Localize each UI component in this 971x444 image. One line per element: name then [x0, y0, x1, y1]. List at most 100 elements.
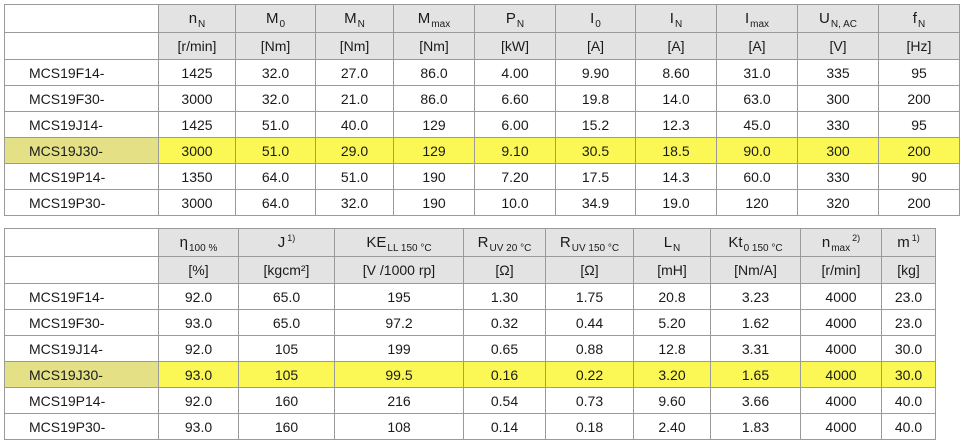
header-unit: [%] — [158, 256, 239, 284]
header-cell: η100 % — [158, 228, 239, 257]
header-cell: Kt0 150 °C — [710, 228, 801, 257]
table-cell: 190 — [393, 163, 475, 190]
corner-cell — [4, 256, 159, 284]
header-symbol: I — [590, 10, 595, 27]
table-row-highlighted: MCS19J30- 93.0 105 99.5 0.16 0.22 3.20 1… — [4, 361, 936, 388]
header-unit: [r/min] — [158, 32, 236, 60]
header-subscript: 0 — [279, 19, 286, 30]
table-cell: 51.0 — [315, 163, 394, 190]
table-cell: 30.5 — [555, 137, 636, 164]
table-cell: 1425 — [158, 111, 236, 138]
table-cell: 15.2 — [555, 111, 636, 138]
table-cell: 93.0 — [158, 309, 239, 336]
table-cell: 129 — [393, 111, 475, 138]
header-cell: J 1) — [238, 228, 335, 257]
header-unit: [kg] — [881, 256, 936, 284]
table-cell: 40.0 — [881, 413, 936, 440]
header-footnote: 2) — [852, 233, 861, 243]
header-unit-row: [r/min] [Nm] [Nm] [Nm] [kW] [A] [A] [A] … — [4, 32, 960, 60]
table-cell: 300 — [797, 85, 879, 112]
table-cell: 90 — [878, 163, 960, 190]
header-symbol: J — [277, 234, 286, 251]
row-label: MCS19F30- — [4, 309, 159, 336]
header-cell: IN — [635, 4, 717, 33]
table-cell: 1.83 — [710, 413, 801, 440]
row-label: MCS19J14- — [4, 111, 159, 138]
table-cell: 199 — [334, 335, 464, 362]
table-cell: 51.0 — [235, 137, 316, 164]
row-label: MCS19P14- — [4, 163, 159, 190]
table-cell: 40.0 — [315, 111, 394, 138]
table-cell: 17.5 — [555, 163, 636, 190]
table-cell: 99.5 — [334, 361, 464, 388]
header-symbol: R — [477, 234, 489, 251]
table-cell: 3000 — [158, 137, 236, 164]
table-cell: 32.0 — [235, 85, 316, 112]
header-unit: [V /1000 rp] — [334, 256, 464, 284]
row-label: MCS19P14- — [4, 387, 159, 414]
row-label: MCS19F14- — [4, 283, 159, 310]
table-cell: 45.0 — [716, 111, 798, 138]
table-row: MCS19F30- 3000 32.0 21.0 86.0 6.60 19.8 … — [4, 85, 960, 112]
table-cell: 9.60 — [633, 387, 711, 414]
table-cell: 105 — [238, 361, 335, 388]
table-cell: 200 — [878, 189, 960, 216]
header-cell: RUV 150 °C — [545, 228, 634, 257]
table-cell: 14.3 — [635, 163, 717, 190]
table-cell: 0.14 — [463, 413, 546, 440]
corner-cell — [4, 4, 159, 33]
header-cell: LN — [633, 228, 711, 257]
table-row: MCS19P30- 93.0 160 108 0.14 0.18 2.40 1.… — [4, 413, 936, 440]
table-row: MCS19J14- 92.0 105 199 0.65 0.88 12.8 3.… — [4, 335, 936, 362]
table-cell: 0.73 — [545, 387, 634, 414]
table-cell: 93.0 — [158, 413, 239, 440]
table-cell: 1350 — [158, 163, 236, 190]
table-cell: 4000 — [800, 413, 882, 440]
header-subscript: 0 150 °C — [743, 243, 783, 254]
table-cell: 3.23 — [710, 283, 801, 310]
table-cell: 4000 — [800, 309, 882, 336]
header-cell: Imax — [716, 4, 798, 33]
header-footnote: 1) — [287, 233, 296, 243]
table-cell: 190 — [393, 189, 475, 216]
table-row: MCS19F14- 92.0 65.0 195 1.30 1.75 20.8 3… — [4, 283, 936, 310]
row-label: MCS19J14- — [4, 335, 159, 362]
table-cell: 6.60 — [474, 85, 556, 112]
table-cell: 32.0 — [315, 189, 394, 216]
table-cell: 93.0 — [158, 361, 239, 388]
table-cell: 10.0 — [474, 189, 556, 216]
table-cell: 90.0 — [716, 137, 798, 164]
header-unit: [mH] — [633, 256, 711, 284]
table-cell: 3.20 — [633, 361, 711, 388]
header-cell: M0 — [235, 4, 316, 33]
table-cell: 20.8 — [633, 283, 711, 310]
header-symbol: Kt — [728, 234, 743, 251]
table-cell: 18.5 — [635, 137, 717, 164]
header-subscript: UV 150 °C — [571, 243, 620, 254]
header-footnote: 1) — [911, 233, 920, 243]
header-unit: [Hz] — [878, 32, 960, 60]
table-cell: 86.0 — [393, 59, 475, 86]
table-cell: 92.0 — [158, 283, 239, 310]
table-cell: 12.3 — [635, 111, 717, 138]
header-symbol: n — [821, 234, 831, 251]
table-cell: 320 — [797, 189, 879, 216]
electrical-data-table: nN M0 MN Mmax PN I0 IN Imax UN, AC fN [r… — [4, 4, 960, 216]
header-unit: [r/min] — [800, 256, 882, 284]
corner-cell — [4, 32, 159, 60]
table-cell: 27.0 — [315, 59, 394, 86]
corner-cell — [4, 228, 159, 257]
header-cell: nmax2) — [800, 228, 882, 257]
table-cell: 32.0 — [235, 59, 316, 86]
table-cell: 1.75 — [545, 283, 634, 310]
row-label: MCS19P30- — [4, 189, 159, 216]
header-cell: UN, AC — [797, 4, 879, 33]
header-cell: fN — [878, 4, 960, 33]
table-cell: 23.0 — [881, 309, 936, 336]
header-unit: [A] — [635, 32, 717, 60]
header-symbol: L — [663, 234, 673, 251]
table-cell: 4000 — [800, 387, 882, 414]
table-cell: 330 — [797, 163, 879, 190]
header-subscript: max — [431, 19, 451, 30]
